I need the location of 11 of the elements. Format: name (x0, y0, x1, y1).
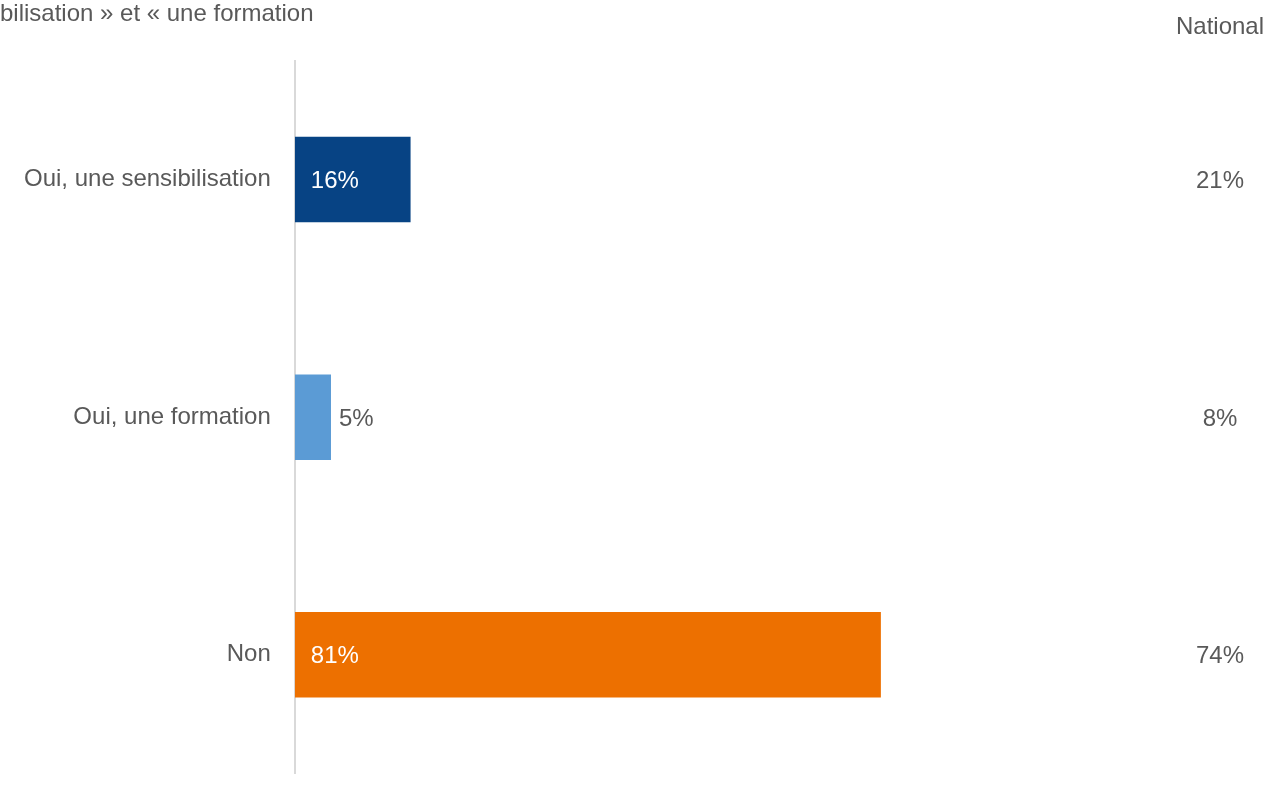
data-label: 5% (338, 403, 374, 431)
text: 21% (1195, 166, 1245, 194)
chart-title: bilisation » et « une formation (0, 0, 314, 27)
text: 74% (1195, 641, 1245, 669)
data-label: 81% (310, 641, 359, 669)
y-tick-label: Oui, une sensibilisation (24, 164, 271, 192)
data-label: 16% (310, 166, 359, 194)
text: 8% (1202, 403, 1238, 431)
y-tick-label: Oui, une formation (73, 401, 271, 429)
y-tick-label: Non (226, 639, 271, 667)
text: National (1175, 11, 1265, 39)
